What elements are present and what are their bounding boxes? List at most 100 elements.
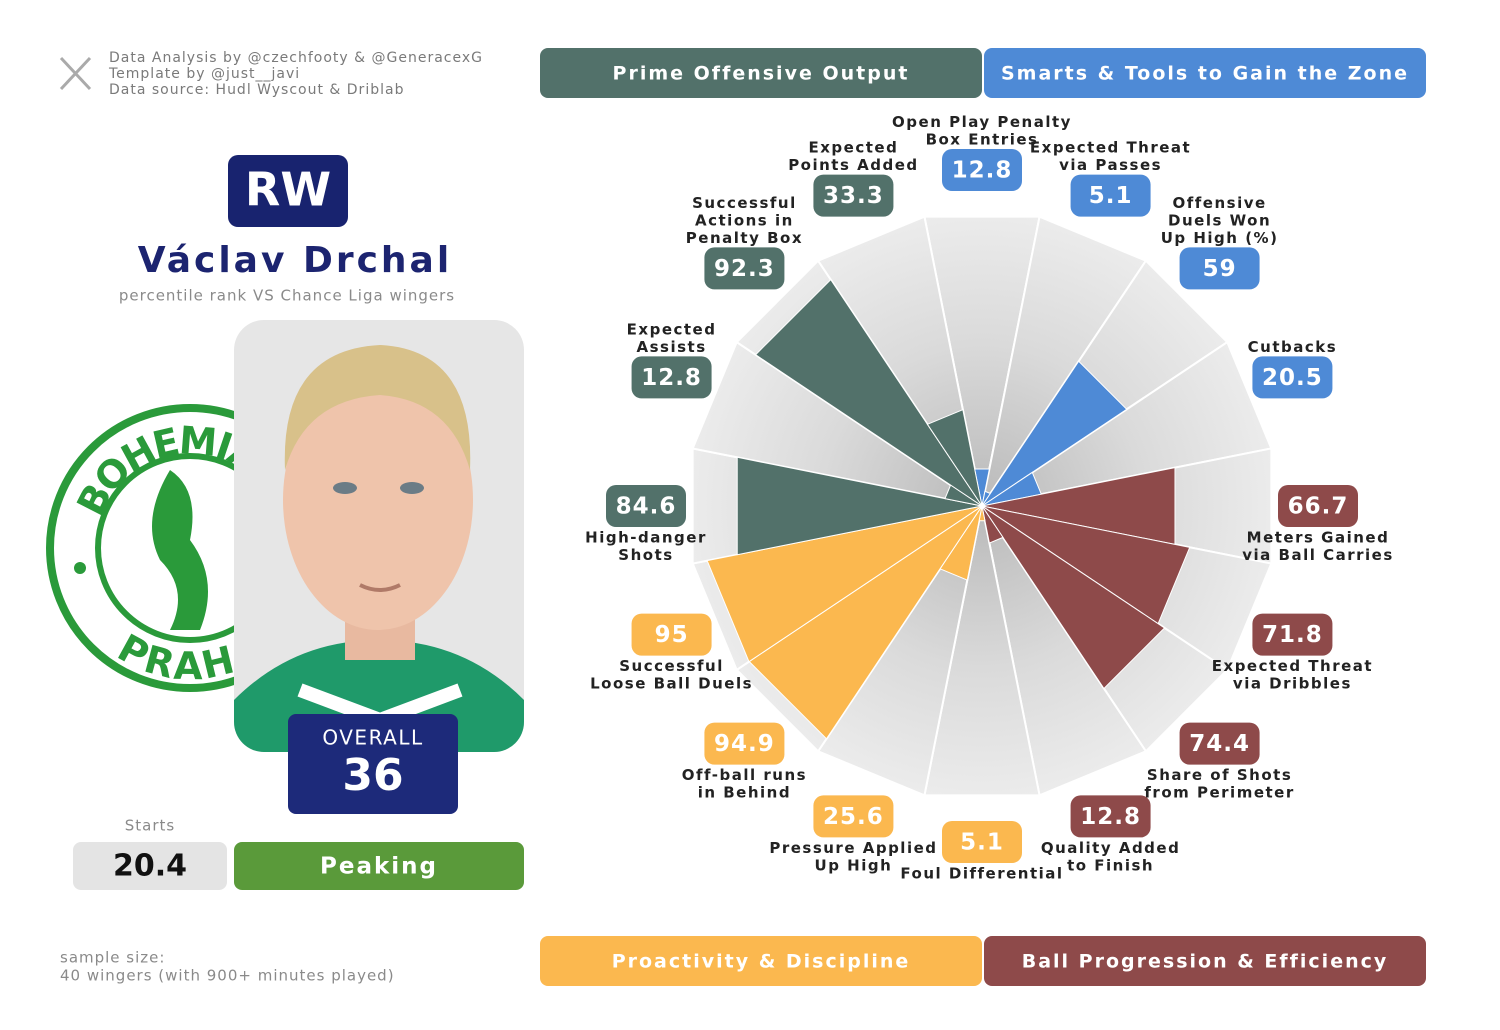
value-label: 92.3 xyxy=(714,256,775,282)
category-label: Assists xyxy=(637,338,707,356)
category-label: Loose Ball Duels xyxy=(590,675,753,693)
value-box xyxy=(1179,722,1260,765)
legend-box xyxy=(540,48,982,98)
category-label: High-danger xyxy=(585,529,707,547)
category-label: Penalty Box xyxy=(686,229,803,247)
legend: Smarts & Tools to Gain the Zone Ball Prog… xyxy=(540,48,1426,986)
slice-value xyxy=(981,360,1128,507)
category-label: Shots xyxy=(618,546,673,564)
credit: Data Analysis by @czechfooty & @Generace… xyxy=(109,50,483,66)
value-box xyxy=(606,485,686,527)
category-label: in Behind xyxy=(698,784,791,802)
overall-value: 36 xyxy=(342,750,403,801)
value-label: 12.8 xyxy=(1080,804,1141,830)
category-label: Open Play Penalty xyxy=(892,113,1072,131)
sample-size: 40 wingers (with 900+ minutes played) xyxy=(60,967,395,985)
form: Peaking xyxy=(320,854,438,880)
category-label: Expected Threat xyxy=(1030,139,1191,157)
category-label: Expected xyxy=(627,320,717,338)
starts-value: 20.4 xyxy=(113,849,187,884)
value-box xyxy=(1252,613,1333,656)
value-box xyxy=(942,821,1022,863)
overall-box xyxy=(288,714,458,814)
category-label: Actions in xyxy=(695,211,794,229)
slice-value xyxy=(926,408,983,507)
category-label: Expected Threat xyxy=(1212,657,1373,675)
category-label: via Ball Carries xyxy=(1242,546,1394,564)
legend-box xyxy=(984,936,1426,986)
category-label: Up High (%) xyxy=(1161,229,1279,247)
player-photo xyxy=(234,320,524,752)
credit: Template by @just__javi xyxy=(108,66,300,82)
value-box xyxy=(1179,247,1260,290)
value-box xyxy=(704,722,785,765)
value-box xyxy=(1070,174,1151,217)
category-label: Points Added xyxy=(788,156,918,174)
category-label: Up High xyxy=(815,856,893,874)
value-label: 5.1 xyxy=(960,830,1004,856)
form-box xyxy=(234,842,524,890)
category-label: Meters Gained xyxy=(1247,529,1390,547)
category-label: from Perimeter xyxy=(1144,784,1294,802)
value-label: 5.1 xyxy=(1089,183,1133,209)
category-label: Successful xyxy=(619,657,724,675)
value-box xyxy=(631,356,712,399)
value-label: 59 xyxy=(1203,256,1237,282)
category-label: Successful xyxy=(692,194,797,212)
slice-value xyxy=(754,278,983,507)
starts-box xyxy=(73,842,227,890)
category-label: via Passes xyxy=(1059,156,1162,174)
category-label: Expected xyxy=(809,139,899,157)
position-badge xyxy=(228,155,348,227)
credit: Data source: Hudl Wyscout & Driblab xyxy=(109,82,404,98)
category-label: Quality Added xyxy=(1041,839,1181,857)
subtitle: percentile rank VS Chance Liga wingers xyxy=(119,287,455,305)
category-label: Duels Won xyxy=(1168,211,1271,229)
legend-label: Proactivity & Discipline xyxy=(612,951,911,973)
position: RW xyxy=(245,163,331,217)
legend-box xyxy=(984,48,1426,98)
value-label: 33.3 xyxy=(823,183,884,209)
value-label: 25.6 xyxy=(823,804,884,830)
legend-label: Smarts & Tools to Gain the Zone xyxy=(1001,63,1409,85)
category-label: Cutbacks xyxy=(1248,338,1338,356)
category-label: Foul Differential xyxy=(900,865,1063,883)
value-box xyxy=(942,149,1022,191)
legend-label: Prime Offensive Output xyxy=(613,63,910,85)
slice-value xyxy=(736,456,983,556)
value-box xyxy=(1252,356,1333,399)
value-label: 84.6 xyxy=(616,494,677,520)
sample-size-label: sample size: xyxy=(60,949,165,967)
category-label: to Finish xyxy=(1067,856,1154,874)
value-box xyxy=(1070,795,1151,838)
category-label: Off-ball runs xyxy=(682,766,807,784)
overall-label: OVERALL xyxy=(322,726,423,750)
value-box xyxy=(631,613,712,656)
category-label: Pressure Applied xyxy=(769,839,937,857)
category-label: Box Entries xyxy=(926,131,1039,149)
player-name: Václav Drchal xyxy=(138,240,452,281)
value-label: 20.5 xyxy=(1262,365,1323,391)
category-label: Share of Shots xyxy=(1147,766,1292,784)
value-box xyxy=(813,795,894,838)
value-box xyxy=(813,174,894,217)
x-logo xyxy=(59,56,92,91)
slice-value xyxy=(981,505,1166,690)
value-label: 12.8 xyxy=(641,365,702,391)
legend-label: Ball Progression & Efficiency xyxy=(1022,951,1389,973)
value-label: 95 xyxy=(655,622,689,648)
value-label: 66.7 xyxy=(1288,494,1349,520)
pizza-values xyxy=(706,278,1191,740)
value-box xyxy=(704,247,785,290)
value-label: 74.4 xyxy=(1189,731,1250,757)
value-label: 12.8 xyxy=(952,158,1013,184)
value-label: 94.9 xyxy=(714,731,775,757)
slice-value xyxy=(981,505,1004,544)
value-box xyxy=(1278,485,1358,527)
legend-box xyxy=(540,936,982,986)
category-label: via Dribbles xyxy=(1233,675,1352,693)
category-label: Offensive xyxy=(1172,194,1266,212)
starts-label: Starts xyxy=(125,817,175,835)
